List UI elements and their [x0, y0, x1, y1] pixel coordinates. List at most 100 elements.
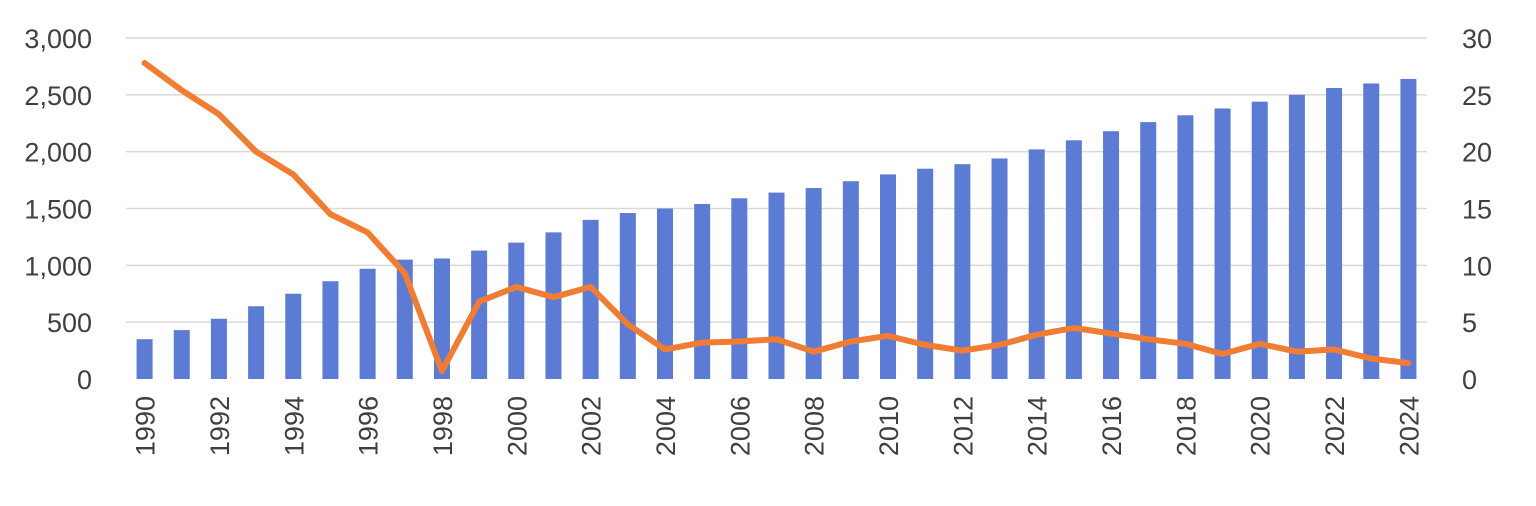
- x-tick-label: 2012: [948, 396, 978, 456]
- left-y-tick-label: 1,000: [24, 251, 92, 281]
- line-point-2018: [1184, 343, 1186, 345]
- line-point-2020: [1259, 343, 1261, 345]
- x-tick-label: 2006: [725, 396, 755, 456]
- line-point-2014: [1036, 334, 1038, 336]
- x-tick-label: 1990: [131, 396, 161, 456]
- line-point-2011: [924, 344, 926, 346]
- right-y-tick-label: 10: [1462, 251, 1492, 281]
- right-y-tick-label: 5: [1462, 308, 1477, 338]
- line-point-2012: [961, 350, 963, 352]
- x-tick-label: 2008: [800, 396, 830, 456]
- line-point-2022: [1333, 348, 1335, 350]
- bar-2013: [991, 158, 1008, 379]
- line-point-2002: [590, 286, 592, 288]
- bar-1994: [285, 293, 302, 379]
- line-point-1990: [144, 62, 146, 64]
- bar-2022: [1326, 88, 1343, 379]
- bar-2019: [1214, 108, 1231, 380]
- bar-1991: [173, 330, 190, 379]
- bar-1998: [433, 258, 450, 379]
- line-point-2015: [1073, 327, 1075, 329]
- line-point-2016: [1110, 333, 1112, 335]
- x-tick-label: 1994: [279, 396, 309, 456]
- line-point-1993: [255, 151, 257, 153]
- bar-1995: [322, 281, 339, 379]
- bar-2001: [545, 232, 562, 379]
- x-tick-label: 2020: [1246, 396, 1276, 456]
- line-point-1991: [181, 89, 183, 91]
- line-point-2004: [664, 348, 666, 350]
- line-series: [141, 60, 1412, 374]
- right-y-tick-label: 0: [1462, 365, 1477, 395]
- bar-2009: [842, 181, 859, 379]
- bar-2011: [917, 168, 934, 379]
- line-point-1995: [329, 213, 331, 215]
- x-tick-label: 2010: [874, 396, 904, 456]
- left-y-tick-label: 2,500: [24, 81, 92, 111]
- right-y-tick-label: 30: [1462, 24, 1492, 54]
- line-point-2005: [701, 342, 703, 344]
- bar-1990: [136, 339, 153, 379]
- bar-2006: [731, 198, 748, 379]
- x-tick-label: 1998: [428, 396, 458, 456]
- line-point-1994: [292, 173, 294, 175]
- bar-1993: [248, 306, 265, 379]
- bar-2012: [954, 164, 971, 379]
- right-y-tick-label: 15: [1462, 195, 1492, 225]
- bar-1999: [471, 250, 488, 379]
- line-point-1992: [218, 113, 220, 115]
- line-point-2017: [1147, 338, 1149, 340]
- x-tick-label: 2024: [1394, 396, 1424, 456]
- x-tick-label: 2022: [1320, 396, 1350, 456]
- x-tick-label: 2004: [651, 396, 681, 456]
- bar-2016: [1103, 131, 1120, 379]
- line-point-2013: [999, 344, 1001, 346]
- x-tick-label: 1992: [205, 396, 235, 456]
- line-point-1999: [478, 301, 480, 303]
- x-tick-label: 2000: [502, 396, 532, 456]
- x-axis: 1990 1992 1994 1996 1998 2000 2002 2004 2006 2008…: [131, 396, 1425, 456]
- bar-1996: [359, 268, 376, 379]
- bar-2010: [880, 174, 897, 379]
- bar-series: [136, 78, 1417, 380]
- line-point-2008: [813, 351, 815, 353]
- line-point-2009: [850, 340, 852, 342]
- bar-2015: [1065, 140, 1082, 379]
- left-y-tick-label: 500: [47, 308, 92, 338]
- line-point-2010: [887, 335, 889, 337]
- line-point-2024: [1407, 362, 1409, 364]
- line-point-1996: [367, 231, 369, 233]
- bar-2008: [805, 188, 822, 379]
- left-y-axis: 0 500 1,000 1,500 2,000 2,500 3,000: [24, 24, 92, 395]
- bar-2020: [1251, 101, 1268, 380]
- line-point-2021: [1296, 351, 1298, 353]
- line-point-2019: [1222, 353, 1224, 355]
- bar-2018: [1177, 115, 1194, 379]
- bar-2024: [1400, 78, 1417, 380]
- bar-2004: [656, 208, 673, 379]
- bar-1992: [210, 318, 227, 379]
- x-tick-label: 1996: [354, 396, 384, 456]
- line-point-2001: [552, 296, 554, 298]
- bar-2023: [1363, 83, 1380, 379]
- right-y-tick-label: 20: [1462, 138, 1492, 168]
- line-point-2000: [515, 286, 517, 288]
- bar-2017: [1140, 122, 1157, 379]
- x-tick-label: 2016: [1097, 396, 1127, 456]
- line-point-2006: [738, 340, 740, 342]
- left-y-tick-label: 1,500: [24, 195, 92, 225]
- bar-2014: [1028, 149, 1045, 379]
- left-y-tick-label: 0: [77, 365, 92, 395]
- right-y-tick-label: 25: [1462, 81, 1492, 111]
- line-point-1998: [441, 370, 443, 372]
- line-point-1997: [404, 272, 406, 274]
- line-point-2023: [1370, 358, 1372, 360]
- bar-2021: [1288, 94, 1305, 379]
- bar-2003: [619, 213, 636, 379]
- x-tick-label: 2014: [1023, 396, 1053, 456]
- left-y-tick-label: 2,000: [24, 138, 92, 168]
- line-point-2007: [776, 338, 777, 340]
- x-tick-label: 2002: [577, 396, 607, 456]
- bar-2007: [768, 192, 785, 379]
- bar-2005: [694, 203, 711, 379]
